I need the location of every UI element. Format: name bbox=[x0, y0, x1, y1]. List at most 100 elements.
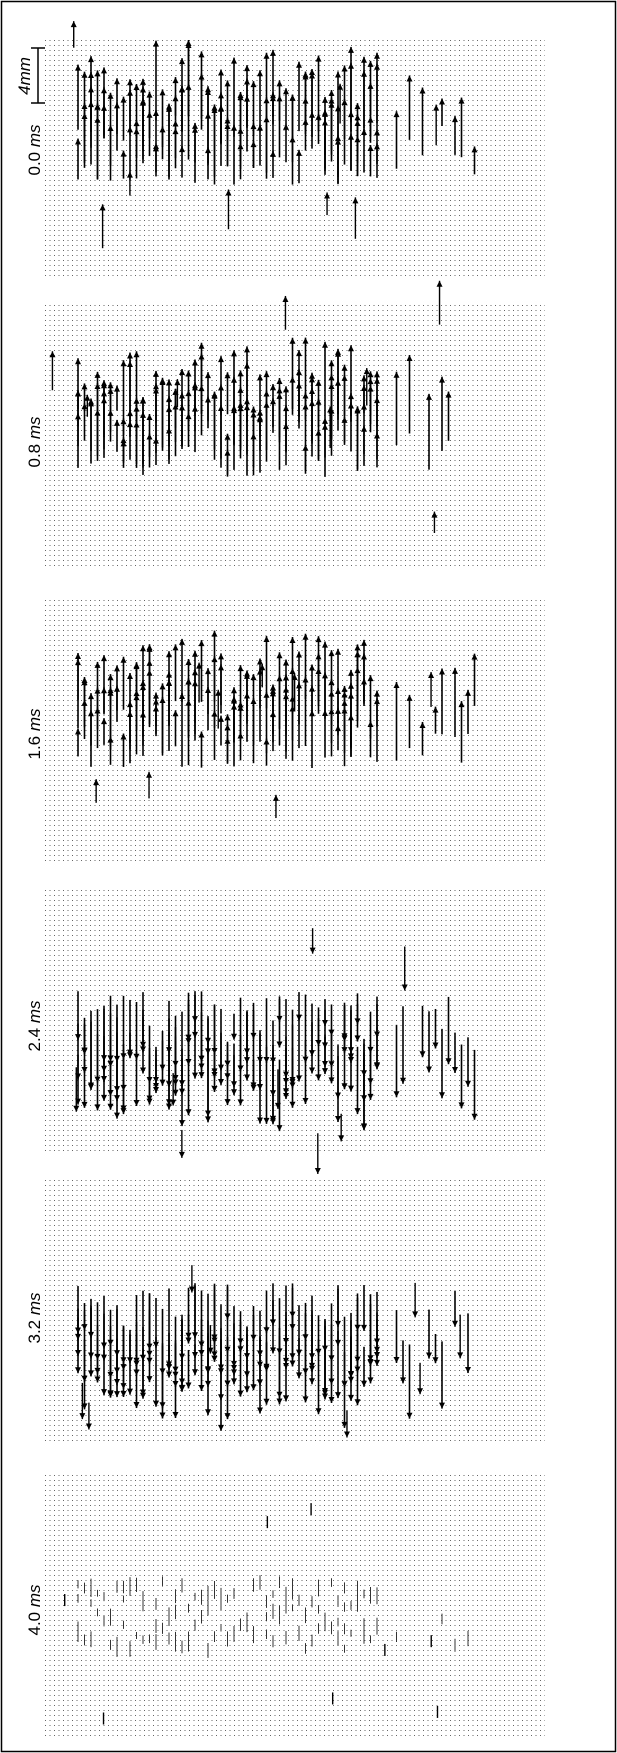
arrow-head bbox=[153, 370, 159, 377]
arrow-head bbox=[412, 1311, 419, 1318]
arrow-head bbox=[215, 689, 222, 696]
dot-grid bbox=[45, 888, 545, 1153]
arrow-head bbox=[75, 64, 81, 71]
arrow-head bbox=[198, 1063, 205, 1070]
arrow-head bbox=[153, 387, 159, 394]
panel: 0.8 ms bbox=[25, 280, 545, 569]
arrow-head bbox=[140, 1389, 146, 1396]
arrow-head bbox=[244, 672, 250, 679]
arrow-head bbox=[471, 653, 478, 660]
arrow-head bbox=[296, 1349, 302, 1356]
arrow-head bbox=[272, 794, 279, 801]
time-label: 3.2 ms bbox=[25, 1292, 44, 1344]
arrow-head bbox=[146, 1098, 153, 1105]
arrow-head bbox=[159, 683, 166, 690]
arrow-head bbox=[315, 636, 322, 643]
arrow-head bbox=[367, 1377, 374, 1384]
arrow-head bbox=[257, 1117, 263, 1124]
arrow-head bbox=[471, 146, 478, 153]
arrow-head bbox=[328, 383, 335, 390]
arrow-head bbox=[250, 406, 257, 413]
arrow-head bbox=[133, 120, 140, 127]
arrow-head bbox=[250, 433, 257, 440]
arrow-head bbox=[302, 1097, 309, 1104]
arrow-head bbox=[146, 1376, 153, 1383]
arrow-head bbox=[341, 65, 348, 72]
arrow-head bbox=[302, 1396, 309, 1403]
arrow-head bbox=[205, 1116, 211, 1123]
arrow-head bbox=[432, 706, 439, 713]
arrow-head bbox=[289, 376, 296, 383]
arrow-head bbox=[367, 721, 374, 728]
arrow-head bbox=[224, 1099, 231, 1106]
arrow-head bbox=[361, 678, 367, 685]
arrow-head bbox=[107, 1339, 114, 1346]
arrow-head bbox=[224, 433, 231, 440]
arrow-head bbox=[133, 1099, 140, 1106]
arrow-head bbox=[211, 1355, 218, 1362]
arrow-head bbox=[289, 1082, 296, 1089]
arrow-head bbox=[276, 675, 283, 682]
arrow-head bbox=[224, 449, 231, 456]
arrow-head bbox=[188, 1286, 195, 1293]
arrow-head bbox=[166, 1099, 172, 1106]
arrow-head bbox=[354, 1324, 361, 1331]
arrow-head bbox=[406, 354, 413, 361]
arrow-head bbox=[276, 1125, 283, 1132]
arrow-head bbox=[354, 1399, 361, 1406]
arrow-head bbox=[153, 1400, 159, 1407]
arrow-head bbox=[192, 1072, 198, 1079]
arrow-head bbox=[166, 1371, 172, 1378]
arrow-head bbox=[296, 61, 302, 68]
arrow-head bbox=[126, 171, 133, 178]
arrow-head bbox=[140, 397, 146, 404]
arrow-head bbox=[302, 337, 309, 344]
arrow-head bbox=[107, 674, 114, 681]
scale-bar: 4mm bbox=[15, 47, 45, 104]
arrow-head bbox=[361, 1095, 367, 1102]
arrow-head bbox=[218, 69, 224, 76]
arrow-head bbox=[185, 1337, 192, 1344]
arrow-head bbox=[81, 699, 88, 706]
scale-label: 4mm bbox=[15, 57, 34, 95]
arrow-head bbox=[185, 41, 192, 48]
arrow-head bbox=[179, 1384, 185, 1391]
arrow-head bbox=[393, 1356, 400, 1363]
arrow-head bbox=[107, 1390, 114, 1397]
arrow-head bbox=[133, 84, 140, 91]
arrow-head bbox=[185, 1109, 192, 1116]
arrow-head bbox=[363, 368, 370, 375]
arrow-head bbox=[107, 92, 114, 99]
arrow-head bbox=[337, 83, 344, 90]
arrow-head bbox=[263, 738, 270, 745]
arrow-head bbox=[159, 1064, 166, 1071]
arrow-head bbox=[283, 1092, 289, 1099]
arrow-head bbox=[133, 128, 140, 135]
arrow-head bbox=[140, 411, 146, 418]
arrow-head bbox=[283, 659, 289, 666]
arrow-head bbox=[283, 1071, 289, 1078]
arrow-head bbox=[374, 690, 380, 697]
arrow-head bbox=[75, 413, 81, 420]
arrow-head bbox=[322, 1393, 328, 1400]
arrow-head bbox=[341, 1047, 348, 1054]
arrow-head bbox=[114, 1086, 120, 1093]
arrow-head bbox=[166, 671, 172, 678]
arrow-head bbox=[146, 1095, 153, 1102]
arrow-head bbox=[374, 52, 380, 59]
arrow-head bbox=[282, 295, 289, 302]
arrow-head bbox=[114, 78, 120, 85]
arrow-head bbox=[361, 56, 367, 63]
arrow-head bbox=[263, 636, 270, 643]
arrow-head bbox=[153, 698, 159, 705]
arrow-head bbox=[374, 1351, 380, 1358]
arrow-head bbox=[75, 1367, 81, 1374]
arrow-head bbox=[348, 111, 354, 118]
arrow-head bbox=[335, 688, 341, 695]
arrow-head bbox=[198, 731, 205, 738]
arrow-head bbox=[140, 1354, 146, 1361]
time-label: 1.6 ms bbox=[25, 708, 44, 760]
arrow-head bbox=[133, 1053, 140, 1060]
arrow-head bbox=[172, 77, 179, 84]
